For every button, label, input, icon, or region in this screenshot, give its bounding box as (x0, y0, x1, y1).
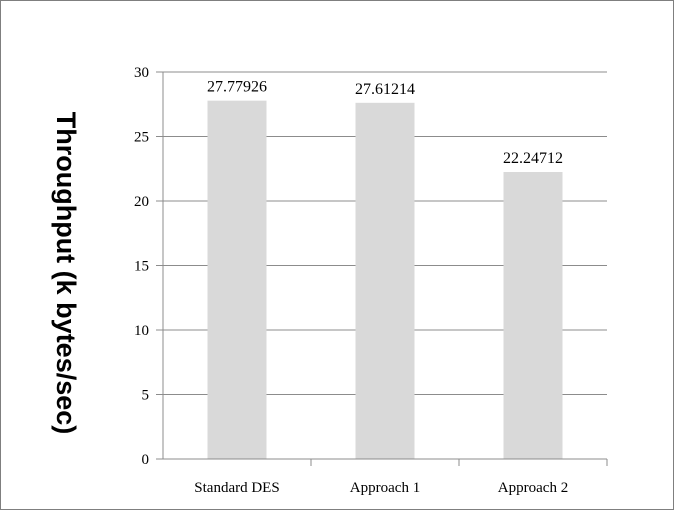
y-tick-label: 10 (134, 323, 149, 339)
bar-standard-des (207, 100, 267, 459)
x-tick-label: Standard DES (194, 480, 279, 496)
y-tick-label: 20 (134, 194, 149, 210)
y-axis-title: Throughput (k bytes/sec) (51, 112, 81, 435)
labels: 0 5 10 15 20 25 30 27.77926 Standard DES 27.61214… (134, 65, 568, 496)
bar-approach-1 (355, 102, 415, 459)
y-tick-label: 25 (134, 130, 149, 146)
bar-approach-2 (503, 172, 563, 459)
data-label: 27.61214 (355, 81, 415, 98)
data-label: 27.77926 (207, 79, 267, 96)
axes (156, 71, 608, 466)
y-tick-label: 5 (142, 388, 150, 404)
y-tick-label: 15 (134, 259, 149, 275)
x-tick-label: Approach 2 (498, 480, 568, 496)
x-tick-label: Approach 1 (350, 480, 420, 496)
data-label: 22.24712 (503, 150, 563, 167)
y-tick-label: 30 (134, 65, 149, 81)
y-tick-label: 0 (142, 452, 150, 468)
bars (207, 100, 563, 459)
